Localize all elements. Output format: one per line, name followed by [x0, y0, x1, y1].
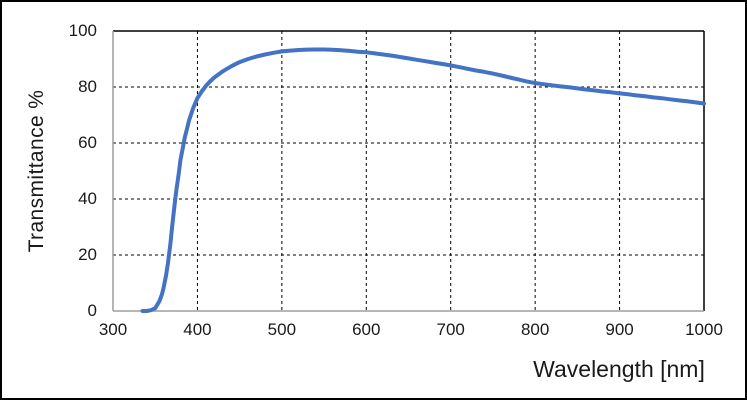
x-tick-label: 400 [183, 320, 212, 339]
x-tick-label: 1000 [685, 320, 723, 339]
y-tick-label: 60 [78, 133, 97, 152]
x-tick-label: 700 [436, 320, 465, 339]
x-tick-label: 500 [267, 320, 297, 339]
x-axis-title: Wavelength [nm] [533, 356, 705, 382]
x-tick-label: 600 [352, 320, 381, 339]
x-tick-label: 300 [98, 320, 128, 339]
y-tick-label: 0 [87, 301, 97, 320]
y-tick-label: 80 [78, 77, 97, 96]
x-tick-label: 900 [605, 320, 634, 339]
y-axis-title: Transmittance % [25, 89, 48, 253]
y-tick-label: 40 [78, 189, 97, 208]
x-tick-label: 800 [520, 320, 550, 339]
y-tick-label: 100 [68, 21, 97, 40]
transmittance-curve [140, 47, 706, 313]
y-tick-label: 20 [78, 245, 97, 264]
